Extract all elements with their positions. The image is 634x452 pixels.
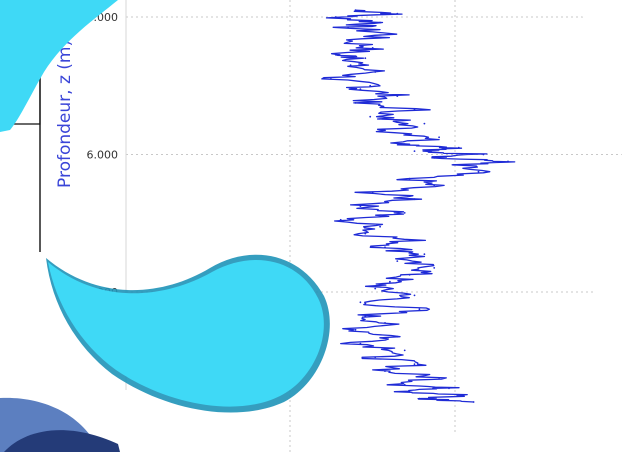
data-point	[396, 95, 399, 97]
data-point	[408, 273, 411, 276]
data-point	[396, 12, 399, 15]
data-point	[403, 212, 406, 214]
accent-blob-bottom	[48, 259, 324, 407]
data-point	[403, 143, 406, 146]
data-point	[413, 294, 416, 297]
data-point	[423, 253, 426, 256]
data-point	[396, 260, 399, 262]
series-line	[321, 9, 516, 403]
data-point	[472, 401, 475, 403]
y-tick-label: 6.000	[87, 149, 119, 162]
data-point	[359, 205, 362, 208]
depth-profile-series	[321, 9, 516, 403]
data-point	[413, 108, 416, 111]
data-point	[389, 33, 391, 36]
data-point	[384, 246, 386, 249]
data-point	[438, 136, 440, 139]
data-point	[359, 301, 362, 304]
data-point	[354, 328, 357, 331]
corner-shape-dark	[4, 430, 120, 452]
data-point	[371, 191, 374, 194]
data-point	[364, 315, 367, 317]
data-point	[457, 146, 460, 149]
data-point	[349, 40, 352, 42]
data-point	[359, 88, 362, 91]
data-point	[462, 394, 465, 396]
data-point	[364, 232, 367, 235]
data-point	[374, 71, 377, 73]
accent-blob-top	[0, 0, 118, 132]
data-point	[413, 363, 416, 366]
data-point	[359, 342, 362, 345]
data-point	[507, 160, 509, 163]
data-point	[403, 383, 406, 386]
data-point	[448, 387, 450, 390]
data-point	[389, 280, 391, 283]
data-point	[364, 57, 367, 60]
data-point	[339, 218, 342, 221]
data-point	[384, 322, 386, 324]
data-point	[349, 64, 352, 66]
data-point	[369, 115, 372, 118]
data-point	[371, 47, 374, 49]
data-point	[334, 16, 337, 18]
data-point	[354, 102, 357, 104]
data-point	[433, 267, 436, 269]
data-point	[396, 335, 399, 338]
data-point	[369, 84, 372, 87]
data-point	[413, 150, 416, 153]
data-point	[408, 177, 411, 180]
data-point	[379, 225, 381, 228]
data-point	[408, 390, 411, 393]
data-point	[413, 198, 416, 201]
data-point	[379, 21, 381, 24]
data-point	[482, 153, 485, 156]
data-point	[408, 239, 411, 242]
data-point	[330, 78, 332, 80]
y-axis-label: Profondeur, z (m)	[55, 40, 75, 188]
data-point	[433, 157, 436, 159]
data-point	[423, 122, 426, 125]
data-point	[374, 356, 377, 359]
data-point	[347, 26, 349, 29]
data-point	[438, 377, 440, 379]
data-point	[384, 129, 386, 132]
data-point	[433, 184, 436, 187]
data-point	[418, 397, 421, 400]
data-point	[334, 53, 337, 56]
data-point	[453, 163, 455, 166]
data-point	[477, 170, 480, 173]
data-point	[374, 287, 377, 290]
data-point	[354, 9, 357, 12]
data-point	[403, 349, 406, 352]
data-point	[418, 308, 421, 311]
data-point	[384, 370, 386, 372]
